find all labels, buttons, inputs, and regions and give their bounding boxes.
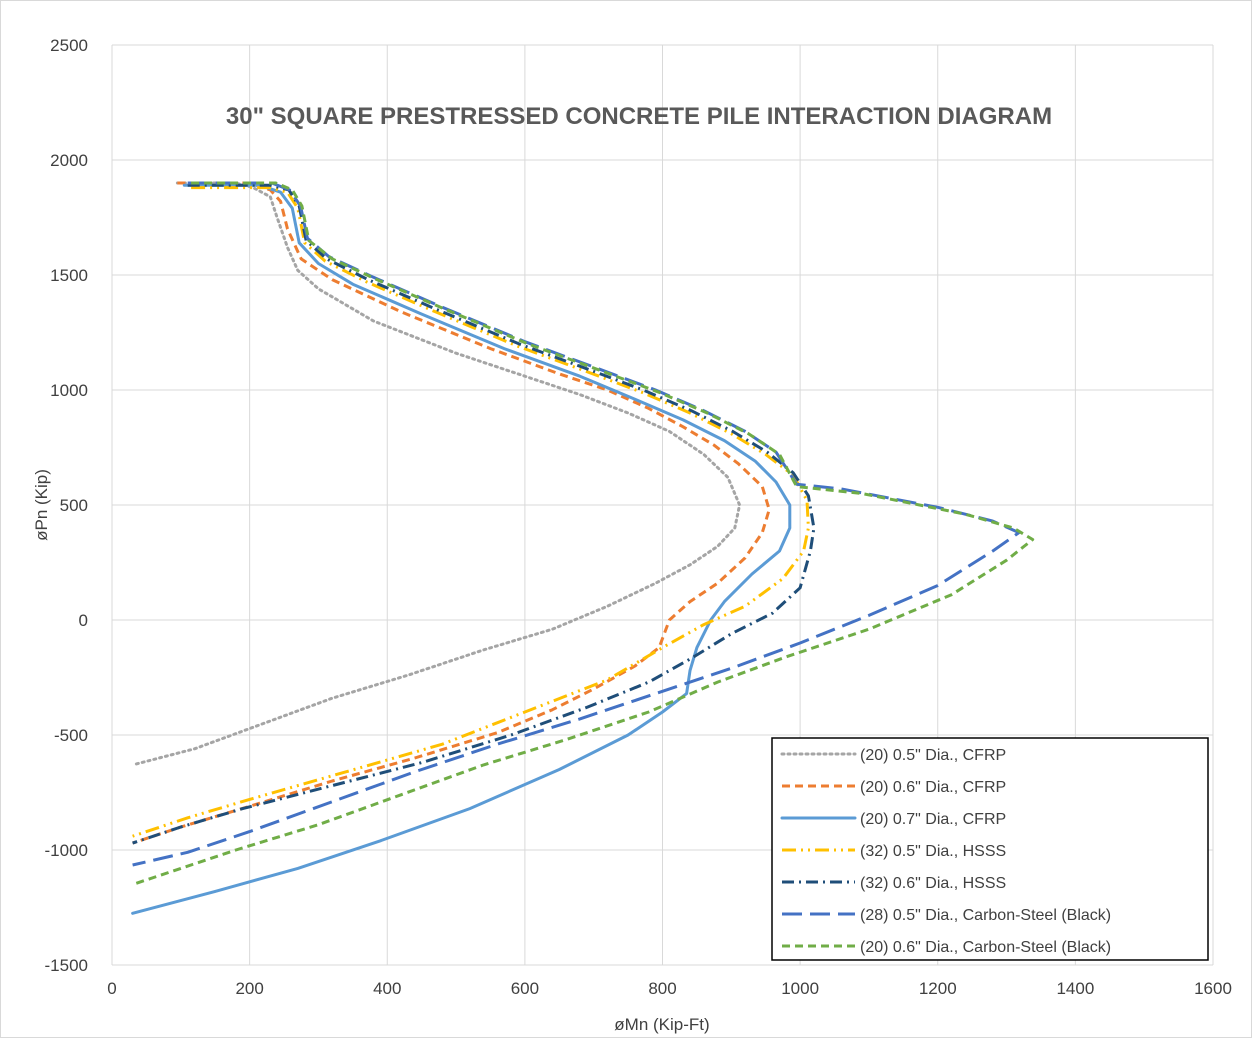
y-tick-label: 2500 — [50, 36, 88, 55]
legend-box — [771, 737, 1209, 961]
legend-entry-6: (28) 0.5" Dia., Carbon-Steel (Black) — [860, 907, 1111, 924]
series-line-6 — [132, 181, 1021, 867]
series-line-1 — [131, 181, 742, 767]
y-tick-label: -1000 — [45, 841, 88, 860]
tick-labels: 0 200 400 600 800 1000 1200 1400 1600 -1500 -1000 -… — [45, 36, 1232, 998]
series-layer — [131, 181, 1035, 915]
y-axis-title: øPn (Kip) — [32, 469, 51, 541]
y-tick-label: 500 — [60, 496, 88, 515]
y-tick-label: -500 — [54, 726, 88, 745]
y-tick-label: -1500 — [45, 956, 88, 975]
x-axis-title: øMn (Kip-Ft) — [614, 1015, 709, 1034]
x-tick-label: 1600 — [1194, 979, 1232, 998]
legend-entry-3: (20) 0.7" Dia., CFRP — [860, 811, 1006, 828]
x-tick-label: 800 — [648, 979, 676, 998]
series-line-3 — [131, 183, 792, 915]
x-tick-label: 1400 — [1056, 979, 1094, 998]
legend-entry-5: (32) 0.6" Dia., HSSS — [860, 875, 1006, 892]
chart-title: 30" SQUARE PRESTRESSED CONCRETE PILE INT… — [226, 103, 1052, 130]
x-tick-label: 200 — [235, 979, 263, 998]
x-tick-label: 1000 — [781, 979, 819, 998]
legend: (20) 0.5" Dia., CFRP (20) 0.6" Dia., CFRP… — [771, 737, 1209, 961]
series-line-7 — [132, 181, 1035, 886]
legend-entry-1: (20) 0.5" Dia., CFRP — [860, 747, 1006, 764]
x-tick-label: 1200 — [919, 979, 957, 998]
x-tick-label: 600 — [511, 979, 539, 998]
series-line-5 — [132, 183, 816, 845]
legend-entry-7: (20) 0.6" Dia., Carbon-Steel (Black) — [860, 939, 1111, 956]
x-tick-label: 400 — [373, 979, 401, 998]
y-tick-label: 2000 — [50, 151, 88, 170]
series-line-2 — [132, 181, 771, 845]
x-tick-label: 0 — [107, 979, 116, 998]
legend-entry-4: (32) 0.5" Dia., HSSS — [860, 843, 1006, 860]
legend-entry-2: (20) 0.6" Dia., CFRP — [860, 779, 1006, 796]
y-tick-label: 1000 — [50, 381, 88, 400]
y-tick-label: 0 — [79, 611, 88, 630]
y-tick-label: 1500 — [50, 266, 88, 285]
